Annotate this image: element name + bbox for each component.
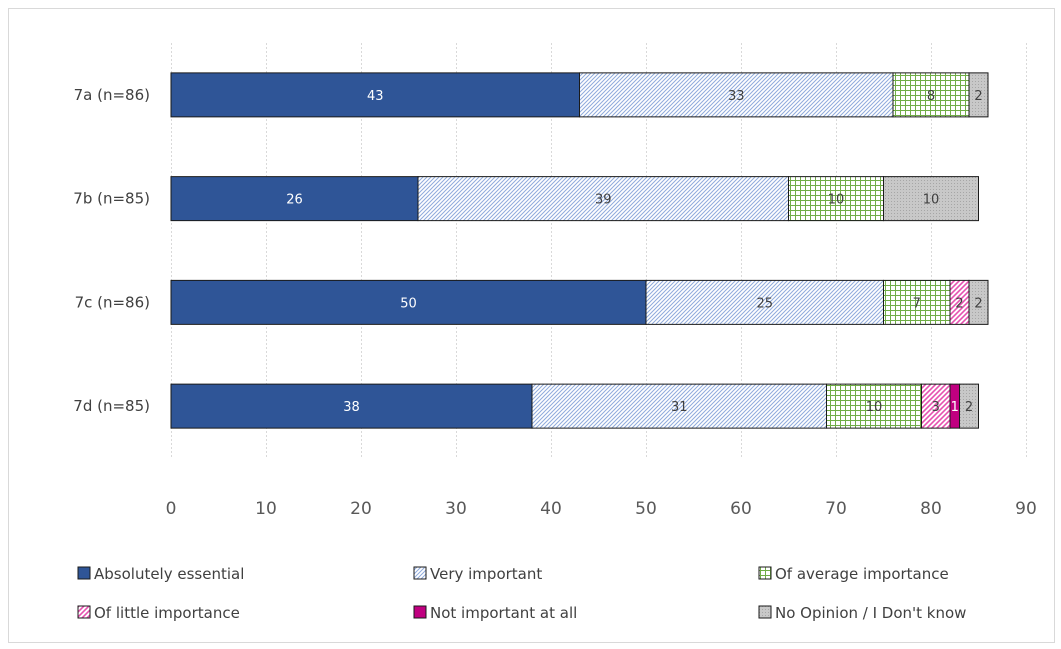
bar-segment (959, 383, 979, 429)
bar-value-label: 10 (866, 400, 883, 415)
category-label: 7b (n=85) (73, 190, 150, 208)
bar-value-label: 25 (756, 296, 773, 311)
legend-swatch (758, 605, 772, 619)
bar-value-label: 2 (955, 296, 963, 311)
legend-label: Of little importance (94, 604, 240, 622)
bar-segment (579, 72, 894, 118)
x-tick-label: 10 (255, 499, 277, 519)
legend-label: No Opinion / I Don't know (775, 604, 966, 622)
bar-segment (883, 279, 951, 325)
x-tick-label: 20 (350, 499, 372, 519)
legend-swatch (77, 605, 91, 619)
bar-value-label: 10 (828, 193, 845, 208)
bar-segment (968, 72, 989, 118)
bar-value-label: 2 (974, 296, 982, 311)
category-label: 7a (n=86) (74, 86, 150, 104)
legend-swatch (413, 605, 427, 619)
bar-segment (883, 176, 979, 222)
bar-segment (170, 72, 580, 118)
legend-swatch (77, 566, 91, 580)
legend-label: Not important at all (430, 604, 577, 622)
x-tick-label: 40 (540, 499, 562, 519)
category-label: 7c (n=86) (75, 293, 150, 311)
x-tick-label: 90 (1015, 499, 1037, 519)
legend-label: Very important (430, 565, 542, 583)
bar-value-label: 7 (913, 296, 921, 311)
bar-value-label: 33 (728, 89, 745, 104)
category-label: 7d (n=85) (73, 397, 150, 415)
x-tick-label: 0 (166, 499, 177, 519)
bar-segment (788, 176, 884, 222)
legend-label: Of average importance (775, 565, 949, 583)
bar-value-label: 2 (974, 89, 982, 104)
bar-value-label: 39 (595, 193, 612, 208)
bar-segment (645, 279, 884, 325)
x-tick-label: 70 (825, 499, 847, 519)
legend-swatch (413, 566, 427, 580)
x-tick-label: 30 (445, 499, 467, 519)
bar-segment (968, 279, 989, 325)
bar-segment (417, 176, 789, 222)
bar-value-label: 26 (286, 193, 303, 208)
x-tick-label: 60 (730, 499, 752, 519)
chart-border (8, 8, 1055, 643)
x-tick-label: 50 (635, 499, 657, 519)
bar-value-label: 50 (400, 296, 417, 311)
legend-label: Absolutely essential (94, 565, 244, 583)
bar-value-label: 2 (965, 400, 973, 415)
bar-segment (170, 176, 419, 222)
bar-segment (170, 383, 533, 429)
bar-value-label: 43 (367, 89, 384, 104)
bar-value-label: 1 (951, 400, 959, 415)
bar-value-label: 38 (343, 400, 360, 415)
bar-value-label: 8 (927, 89, 935, 104)
bar-value-label: 3 (932, 400, 940, 415)
legend-swatch (758, 566, 772, 580)
bar-value-label: 31 (671, 400, 688, 415)
bar-value-label: 10 (923, 193, 940, 208)
x-tick-label: 80 (920, 499, 942, 519)
